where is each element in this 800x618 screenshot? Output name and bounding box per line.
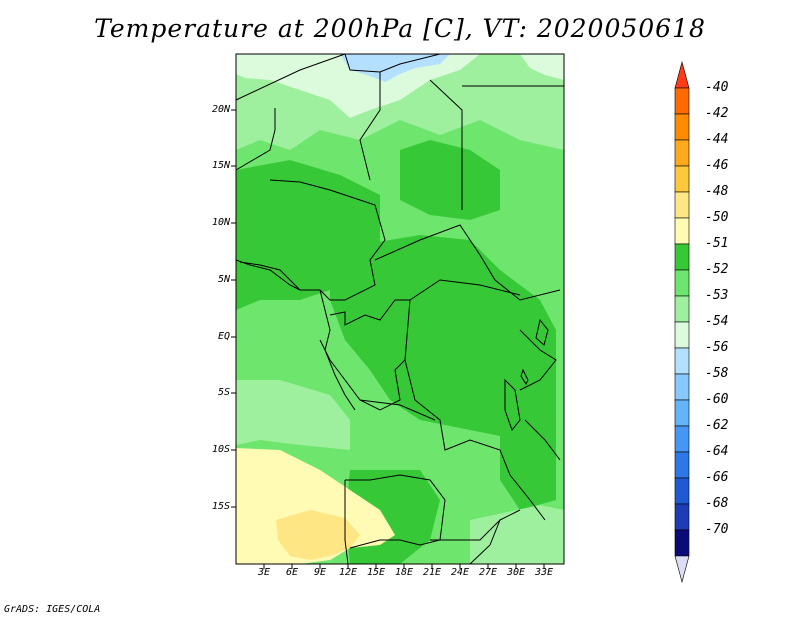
- colorbar-box: [674, 529, 690, 557]
- lat-label-15n: 15N: [211, 160, 230, 171]
- colorbar-arrow-top: [674, 60, 690, 89]
- colorbar-label: -58: [705, 366, 729, 381]
- lon-label-21e: 21E: [422, 567, 442, 578]
- colorbar-label: -51: [705, 236, 729, 251]
- colorbar-box: [674, 165, 690, 193]
- lon-label-18e: 18E: [394, 567, 414, 578]
- colorbar-box: [674, 87, 690, 115]
- lat-label-10s: 10S: [211, 444, 230, 455]
- colorbar-box: [674, 113, 690, 141]
- lon-label-15e: 15E: [366, 567, 386, 578]
- colorbar-label: -40: [705, 80, 729, 95]
- colorbar-box: [674, 373, 690, 401]
- colorbar-box: [674, 503, 690, 531]
- region-minus54-southwest: [236, 380, 350, 450]
- boundary-lakes: [504, 318, 549, 432]
- chart-title: Temperature at 200hPa [C], VT: 202005061…: [94, 14, 706, 43]
- colorbar-label: -44: [705, 132, 729, 147]
- lon-label-3e: 3E: [257, 567, 271, 578]
- lon-label-33e: 33E: [534, 567, 554, 578]
- colorbar-label: -60: [705, 392, 729, 407]
- region-minus54-southeast: [470, 505, 564, 564]
- colorbar-box: [674, 399, 690, 427]
- colorbar-arrow-bottom: [674, 555, 690, 584]
- colorbar-box: [674, 347, 690, 375]
- lat-ticks: [231, 109, 236, 508]
- colorbar-box: [674, 321, 690, 349]
- lat-label-5n: 5N: [217, 274, 230, 285]
- lat-label-5s: 5S: [217, 387, 230, 398]
- lat-label-eq: EQ: [217, 331, 230, 342]
- map-frame: [235, 53, 565, 565]
- colorbar-box: [674, 269, 690, 297]
- colorbar-box: [674, 295, 690, 323]
- region-minus50-southwest: [276, 510, 360, 560]
- boundary-car: [374, 224, 561, 301]
- lat-label-10n: 10N: [211, 217, 230, 228]
- colorbar-box: [674, 217, 690, 245]
- colorbar: [674, 60, 690, 584]
- colorbar-box: [674, 451, 690, 479]
- lon-label-12e: 12E: [338, 567, 358, 578]
- boundary-south: [344, 474, 501, 565]
- boundary-drc: [359, 359, 511, 476]
- colorbar-box: [674, 191, 690, 219]
- colorbar-label: -56: [705, 340, 729, 355]
- region-minus52-central: [330, 235, 556, 440]
- region-minus56-north-east: [520, 54, 564, 80]
- region-minus58-north: [340, 54, 450, 82]
- colorbar-label: -50: [705, 210, 729, 225]
- colorbar-label: -46: [705, 158, 729, 173]
- lon-label-6e: 6E: [285, 567, 299, 578]
- country-boundaries: [235, 53, 564, 565]
- colorbar-label: -52: [705, 262, 729, 277]
- lon-ticks: [263, 564, 545, 569]
- lon-label-30e: 30E: [506, 567, 526, 578]
- region-minus52-far-east: [500, 420, 556, 510]
- boundary-north-africa: [235, 53, 564, 210]
- colorbar-box: [674, 243, 690, 271]
- colorbar-label: -53: [705, 288, 729, 303]
- region-minus52-sudan: [400, 140, 500, 220]
- lat-label-15s: 15S: [211, 501, 230, 512]
- credit-label: GrADS: IGES/COLA: [4, 604, 101, 615]
- lon-label-9e: 9E: [313, 567, 327, 578]
- lat-label-20n: 20N: [211, 104, 230, 115]
- lon-label-27e: 27E: [478, 567, 498, 578]
- map-panel: [231, 53, 565, 569]
- colorbar-label: -66: [705, 470, 729, 485]
- colorbar-box: [674, 139, 690, 167]
- colorbar-label: -48: [705, 184, 729, 199]
- boundary-sahel: [235, 108, 386, 301]
- lon-label-24e: 24E: [450, 567, 470, 578]
- colorbar-label: -68: [705, 496, 729, 511]
- colorbar-label: -42: [705, 106, 729, 121]
- region-minus56-north: [236, 54, 480, 118]
- colorbar-box: [674, 477, 690, 505]
- boundary-gulf-coast: [235, 259, 356, 411]
- colorbar-box: [674, 425, 690, 453]
- colorbar-label: -64: [705, 444, 729, 459]
- colorbar-label: -70: [705, 522, 729, 537]
- colorbar-label: -62: [705, 418, 729, 433]
- colorbar-label: -54: [705, 314, 729, 329]
- boundary-east: [469, 329, 561, 565]
